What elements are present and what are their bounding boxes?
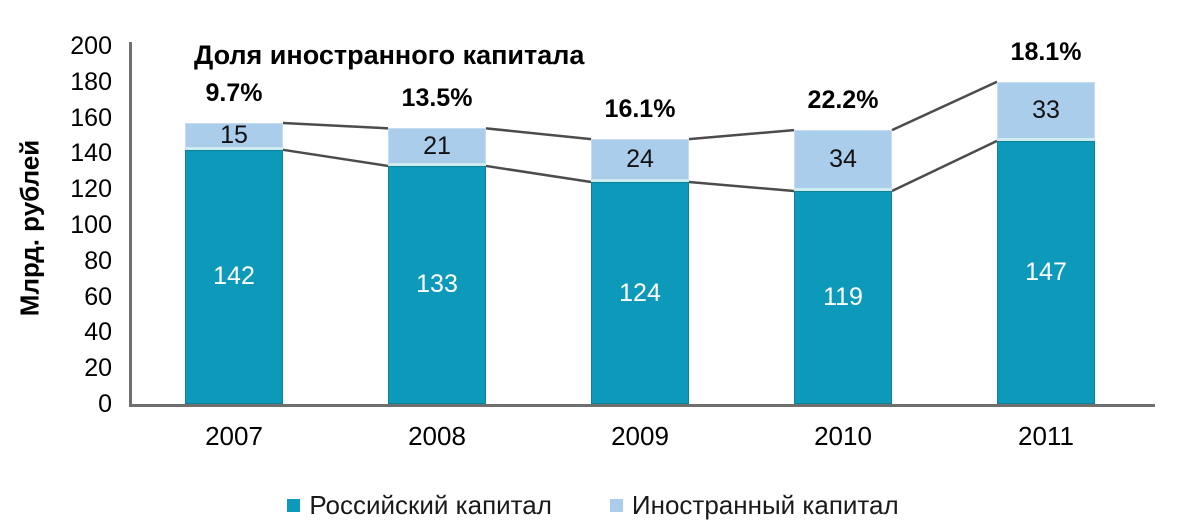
bar-segment-foreign: 33 xyxy=(997,81,1095,141)
percent-label: 16.1% xyxy=(604,95,676,124)
x-axis-line xyxy=(129,404,1155,407)
bar-value-label: 34 xyxy=(829,145,857,174)
percent-label: 18.1% xyxy=(1010,37,1082,66)
chart-annotation: Доля иностранного капитала xyxy=(194,40,585,70)
bar-value-label: 15 xyxy=(220,120,248,149)
bar-segment-foreign: 24 xyxy=(591,139,689,183)
y-tick-label: 0 xyxy=(98,390,112,418)
y-tick-label: 120 xyxy=(70,175,112,204)
bar-segment-foreign: 15 xyxy=(185,120,283,150)
bar-value-label: 33 xyxy=(1032,95,1060,124)
series-line-total xyxy=(891,80,998,132)
bar-value-label: 142 xyxy=(213,262,255,291)
y-tick-label: 60 xyxy=(84,282,112,311)
y-axis-line xyxy=(129,42,132,407)
bar-segment-russian: 147 xyxy=(997,140,1095,404)
bar-value-label: 119 xyxy=(823,282,863,311)
legend-marker-icon xyxy=(609,499,623,512)
series-line-russian xyxy=(485,164,592,184)
series-line-total xyxy=(485,127,592,141)
y-tick-label: 140 xyxy=(70,139,112,168)
x-tick-label: 2009 xyxy=(611,421,669,451)
x-tick-label: 2008 xyxy=(408,421,466,451)
legend: Российский капитал Иностранный капитал xyxy=(0,490,1186,521)
legend-marker-icon xyxy=(287,499,301,512)
series-line-total xyxy=(282,121,389,130)
y-tick-label: 200 xyxy=(70,32,112,60)
legend-label: Иностранный капитал xyxy=(631,490,899,520)
percent-label: 9.7% xyxy=(205,78,263,107)
bar-value-label: 21 xyxy=(423,131,451,160)
bar-value-label: 133 xyxy=(416,270,458,299)
y-tick-label: 180 xyxy=(70,67,112,96)
series-line-total xyxy=(688,128,795,141)
bar-segment-russian: 142 xyxy=(185,149,283,404)
percent-label: 13.5% xyxy=(401,84,473,113)
bar-value-label: 147 xyxy=(1025,257,1067,286)
series-line-russian xyxy=(891,139,998,193)
x-tick-label: 2011 xyxy=(1018,421,1074,451)
y-tick-label: 40 xyxy=(84,318,112,347)
percent-label: 22.2% xyxy=(807,86,879,115)
x-tick-label: 2010 xyxy=(814,421,872,451)
bar-segment-russian: 119 xyxy=(794,190,892,404)
y-tick-label: 80 xyxy=(84,246,112,275)
series-line-russian xyxy=(688,180,795,193)
bar-value-label: 24 xyxy=(626,145,654,174)
series-line-russian xyxy=(282,148,389,168)
bar-value-label: 124 xyxy=(619,278,661,307)
legend-item: Российский капитал xyxy=(287,490,552,521)
y-tick-label: 160 xyxy=(70,103,112,132)
legend-label: Российский капитал xyxy=(309,490,552,520)
y-tick-label: 20 xyxy=(84,354,112,383)
bar-segment-foreign: 21 xyxy=(388,128,486,166)
legend-item: Иностранный капитал xyxy=(609,490,899,521)
bar-segment-russian: 124 xyxy=(591,182,689,404)
bar-segment-russian: 133 xyxy=(388,165,486,404)
bar-segment-foreign: 34 xyxy=(794,130,892,191)
x-tick-label: 2007 xyxy=(205,421,263,451)
y-tick-label: 100 xyxy=(70,211,112,239)
